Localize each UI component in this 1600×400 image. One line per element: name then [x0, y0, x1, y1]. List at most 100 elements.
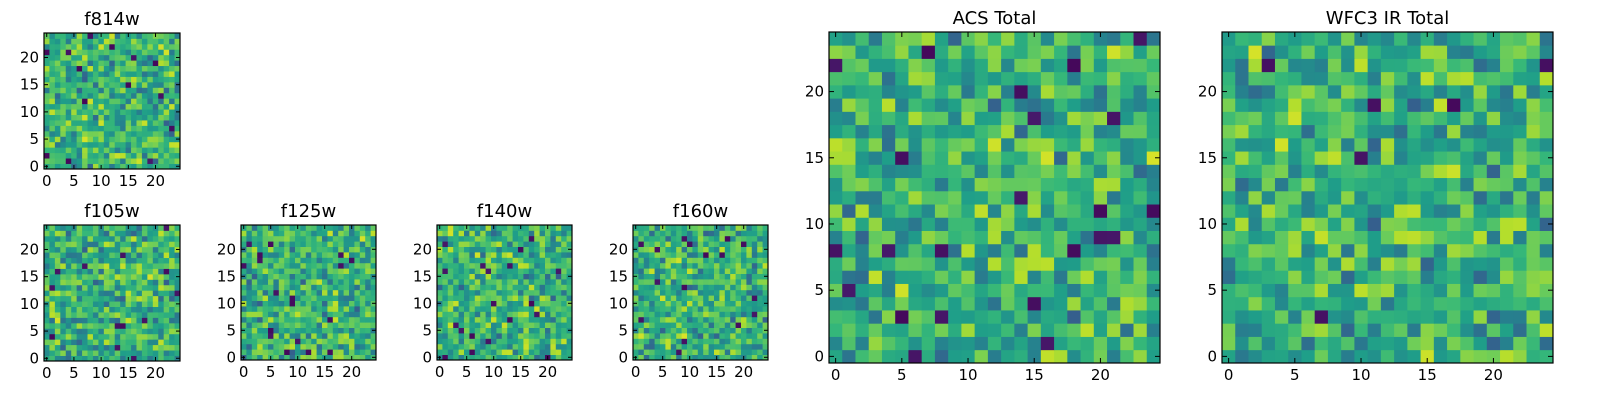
- heatmap-cell: [295, 333, 301, 339]
- heatmap-cell: [1420, 310, 1435, 324]
- heatmap-cell: [71, 322, 78, 329]
- heatmap-cell: [316, 289, 323, 296]
- heatmap-cell: [895, 111, 909, 126]
- heatmap-cell: [120, 273, 126, 280]
- heatmap-cell: [458, 311, 465, 318]
- heatmap-cell: [163, 87, 170, 94]
- heatmap-cell: [163, 279, 170, 286]
- heatmap-cell: [1460, 270, 1474, 284]
- heatmap-cell: [1261, 137, 1276, 152]
- heatmap-cell: [82, 235, 88, 242]
- heatmap-cell: [1235, 111, 1249, 126]
- heatmap-cell: [92, 49, 99, 56]
- heatmap-cell: [49, 60, 56, 67]
- heatmap-cell: [49, 306, 56, 313]
- heatmap-cell: [1354, 217, 1369, 231]
- heatmap-cell: [566, 235, 573, 242]
- heatmap-cell: [708, 327, 715, 334]
- heatmap-cell: [338, 268, 344, 274]
- heatmap-cell: [1367, 71, 1382, 86]
- heatmap-cell: [1301, 283, 1316, 298]
- heatmap-cell: [246, 349, 253, 355]
- heatmap-cell: [98, 49, 105, 56]
- heatmap-cell: [453, 262, 459, 269]
- heatmap-cell: [44, 257, 50, 264]
- heatmap-cell: [842, 124, 856, 139]
- heatmap-cell: [1120, 257, 1134, 271]
- heatmap-cell: [332, 257, 339, 264]
- heatmap-cell: [762, 284, 769, 291]
- heatmap-cell: [1420, 283, 1435, 298]
- heatmap-cell: [359, 252, 366, 258]
- heatmap-cell: [289, 257, 296, 264]
- heatmap-cell: [741, 252, 747, 258]
- heatmap-cell: [1407, 296, 1421, 311]
- heatmap-cell: [246, 300, 253, 307]
- heatmap-cell: [757, 225, 763, 231]
- heatmap-cell: [65, 71, 72, 77]
- heatmap-cell: [1539, 243, 1554, 258]
- heatmap-cell: [169, 355, 175, 362]
- heatmap-cell: [300, 306, 307, 312]
- heatmap-cell: [534, 327, 540, 334]
- heatmap-cell: [1235, 177, 1249, 192]
- heatmap-cell: [174, 333, 181, 340]
- x-tick-label: 10: [484, 363, 503, 381]
- heatmap-cell: [65, 65, 72, 72]
- heatmap-cell: [268, 289, 274, 296]
- heatmap-cell: [480, 327, 486, 334]
- heatmap-cell: [660, 295, 666, 301]
- heatmap-cell: [1054, 257, 1068, 271]
- heatmap-cell: [109, 241, 116, 248]
- heatmap-cell: [131, 328, 137, 335]
- heatmap-cell: [1288, 217, 1302, 231]
- heatmap-cell: [1486, 190, 1501, 205]
- heatmap-cell: [131, 290, 137, 297]
- heatmap-cell: [948, 111, 962, 126]
- heatmap-cell: [741, 333, 747, 339]
- heatmap-cell: [349, 349, 355, 355]
- heatmap-cell: [125, 279, 132, 286]
- heatmap-cell: [295, 246, 301, 253]
- heatmap-cell: [158, 312, 165, 318]
- x-tick-label: 5: [69, 172, 79, 190]
- heatmap-cell: [120, 246, 126, 253]
- heatmap-cell: [1274, 323, 1289, 337]
- heatmap-cell: [670, 262, 677, 269]
- heatmap-cell: [343, 235, 350, 242]
- heatmap-cell: [92, 273, 99, 280]
- heatmap-cell: [1067, 177, 1081, 192]
- heatmap-cell: [141, 301, 148, 307]
- heatmap-cell: [633, 279, 639, 285]
- heatmap-cell: [305, 322, 312, 328]
- heatmap-cell: [539, 252, 546, 258]
- heatmap-cell: [534, 333, 540, 339]
- heatmap-cell: [708, 262, 715, 269]
- heatmap-cell: [762, 322, 769, 328]
- heatmap-cell: [322, 279, 328, 285]
- heatmap-cell: [1500, 164, 1514, 179]
- heatmap-cell: [163, 241, 170, 248]
- heatmap-cell: [349, 306, 355, 312]
- heatmap-cell: [633, 289, 639, 296]
- heatmap-cell: [262, 235, 269, 242]
- heatmap-cell: [561, 241, 567, 247]
- heatmap-cell: [719, 343, 726, 350]
- heatmap-cell: [289, 295, 296, 301]
- heatmap-cell: [158, 71, 165, 77]
- heatmap-cell: [751, 252, 758, 258]
- heatmap-cell: [1341, 270, 1355, 284]
- heatmap-cell: [708, 279, 715, 285]
- heatmap-cell: [961, 230, 976, 245]
- heatmap-cell: [163, 322, 170, 329]
- heatmap-cell: [895, 296, 909, 311]
- heatmap-cell: [474, 230, 481, 237]
- heatmap-cell: [60, 81, 67, 88]
- heatmap-cell: [1146, 32, 1161, 46]
- heatmap-cell: [545, 230, 551, 237]
- heatmap-cell: [163, 268, 170, 275]
- heatmap-cell: [714, 279, 720, 285]
- heatmap-cell: [76, 130, 83, 137]
- heatmap-cell: [365, 262, 371, 269]
- heatmap-cell: [241, 311, 247, 318]
